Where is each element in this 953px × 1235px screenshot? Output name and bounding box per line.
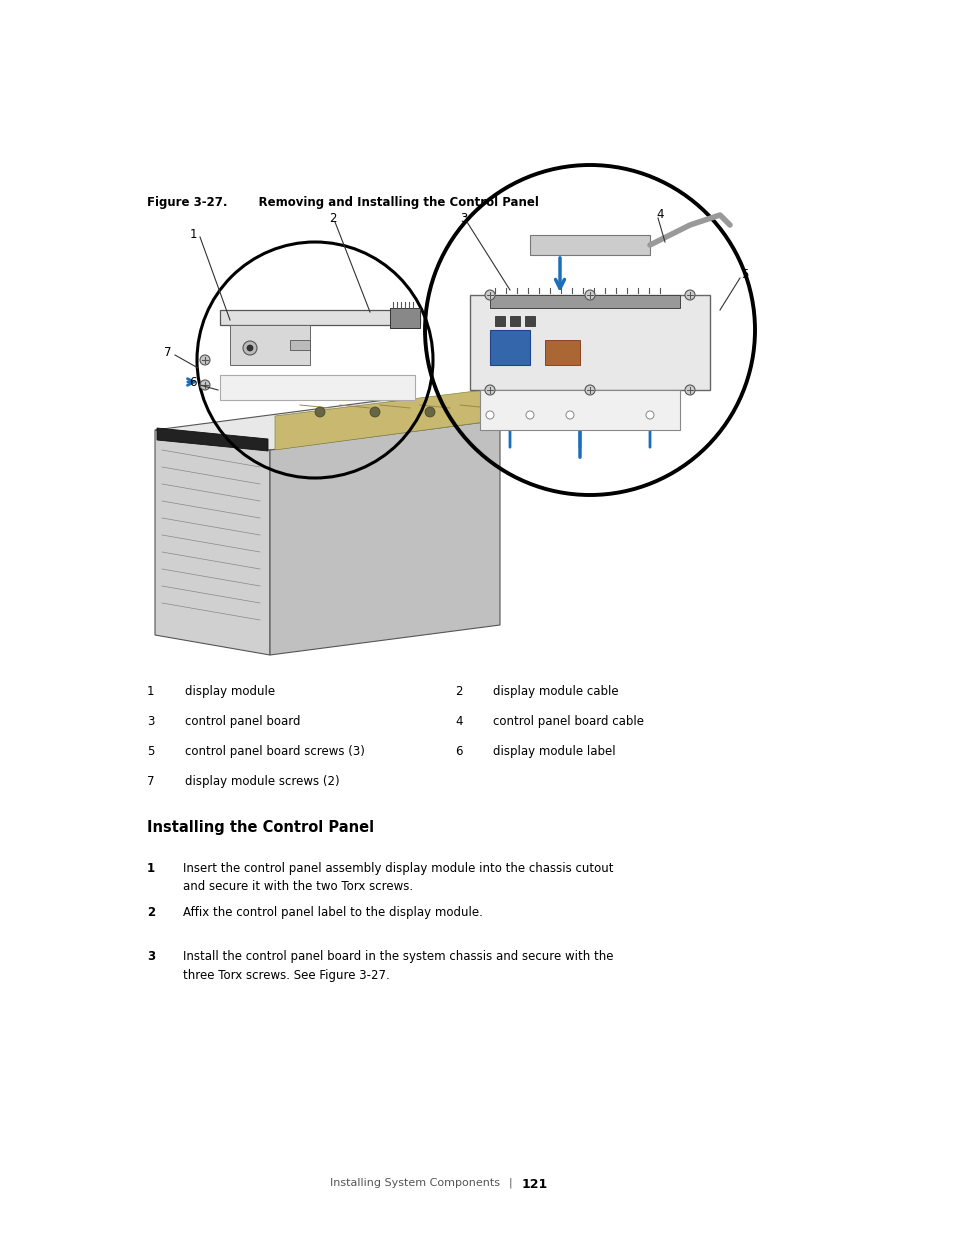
Polygon shape xyxy=(490,330,530,366)
Text: 1: 1 xyxy=(189,227,196,241)
Text: 3: 3 xyxy=(147,715,154,727)
Circle shape xyxy=(424,408,435,417)
Polygon shape xyxy=(230,325,310,366)
Text: display module label: display module label xyxy=(493,745,615,758)
Text: |: | xyxy=(508,1178,511,1188)
Circle shape xyxy=(370,408,379,417)
Circle shape xyxy=(200,380,210,390)
Text: 4: 4 xyxy=(656,207,663,221)
Text: Installing System Components: Installing System Components xyxy=(330,1178,499,1188)
Text: control panel board screws (3): control panel board screws (3) xyxy=(185,745,364,758)
Polygon shape xyxy=(154,400,499,450)
Text: 4: 4 xyxy=(455,715,462,727)
Polygon shape xyxy=(530,235,649,254)
Circle shape xyxy=(645,411,654,419)
Polygon shape xyxy=(290,340,310,350)
Circle shape xyxy=(584,290,595,300)
Circle shape xyxy=(565,411,574,419)
Text: display module: display module xyxy=(185,685,274,698)
Polygon shape xyxy=(220,310,419,325)
Circle shape xyxy=(684,385,695,395)
Polygon shape xyxy=(470,295,709,390)
Text: 5: 5 xyxy=(147,745,154,758)
Circle shape xyxy=(584,385,595,395)
Circle shape xyxy=(485,411,494,419)
Text: 2: 2 xyxy=(147,906,155,919)
Polygon shape xyxy=(274,388,499,450)
Text: 2: 2 xyxy=(329,211,336,225)
Text: 5: 5 xyxy=(740,268,748,282)
Text: 2: 2 xyxy=(455,685,462,698)
Text: display module cable: display module cable xyxy=(493,685,618,698)
Text: 121: 121 xyxy=(521,1178,548,1191)
Text: Install the control panel board in the system chassis and secure with the
three : Install the control panel board in the s… xyxy=(183,950,613,982)
Text: Removing and Installing the Control Panel: Removing and Installing the Control Pane… xyxy=(242,196,538,209)
Polygon shape xyxy=(270,420,499,655)
Text: Installing the Control Panel: Installing the Control Panel xyxy=(147,820,374,835)
Text: Figure 3-27.: Figure 3-27. xyxy=(147,196,227,209)
Circle shape xyxy=(314,408,325,417)
Text: display module screws (2): display module screws (2) xyxy=(185,776,339,788)
Circle shape xyxy=(684,290,695,300)
Polygon shape xyxy=(157,429,268,451)
Text: Affix the control panel label to the display module.: Affix the control panel label to the dis… xyxy=(183,906,482,919)
Text: Insert the control panel assembly display module into the chassis cutout
and sec: Insert the control panel assembly displa… xyxy=(183,862,613,893)
Text: 6: 6 xyxy=(189,375,196,389)
Polygon shape xyxy=(544,340,579,366)
Polygon shape xyxy=(390,308,419,329)
Polygon shape xyxy=(154,430,270,655)
Circle shape xyxy=(525,411,534,419)
Polygon shape xyxy=(510,316,519,326)
Polygon shape xyxy=(490,295,679,308)
Text: 3: 3 xyxy=(147,950,155,963)
Text: 1: 1 xyxy=(147,862,155,876)
Text: 7: 7 xyxy=(164,346,172,358)
Text: 3: 3 xyxy=(460,212,467,226)
Circle shape xyxy=(247,345,253,351)
Text: 7: 7 xyxy=(147,776,154,788)
Circle shape xyxy=(484,385,495,395)
Polygon shape xyxy=(524,316,535,326)
Polygon shape xyxy=(495,316,504,326)
Circle shape xyxy=(484,290,495,300)
Polygon shape xyxy=(220,375,415,400)
Text: control panel board cable: control panel board cable xyxy=(493,715,643,727)
Polygon shape xyxy=(479,390,679,430)
Circle shape xyxy=(243,341,256,354)
Text: 6: 6 xyxy=(455,745,462,758)
Text: 1: 1 xyxy=(147,685,154,698)
Text: control panel board: control panel board xyxy=(185,715,300,727)
Circle shape xyxy=(200,354,210,366)
